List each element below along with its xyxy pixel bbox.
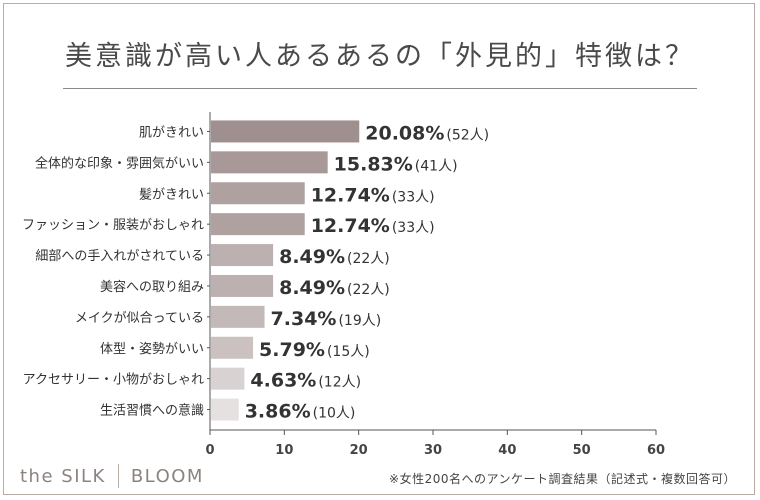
category-label: メイクが似合っている bbox=[75, 311, 204, 326]
count-label: (19人) bbox=[338, 313, 381, 329]
value-label: 12.74% bbox=[311, 215, 390, 237]
category-label: 肌がきれい bbox=[139, 125, 204, 140]
value-label: 8.49% bbox=[279, 277, 345, 299]
value-label: 12.74% bbox=[311, 184, 390, 206]
bar bbox=[211, 182, 305, 205]
data-label: 20.08% (52人) bbox=[365, 122, 489, 144]
value-label: 7.34% bbox=[271, 308, 337, 330]
brand-name-right: BLOOM bbox=[130, 465, 204, 487]
category-label: 細部への手入れがされている bbox=[35, 249, 204, 264]
data-label: 3.86% (10人) bbox=[245, 401, 356, 423]
x-tick-label: 20 bbox=[350, 443, 368, 458]
bar bbox=[211, 151, 328, 174]
brand-logo: the SILK BLOOM bbox=[20, 464, 204, 488]
data-label: 5.79% (15人) bbox=[259, 339, 370, 361]
bar bbox=[211, 120, 360, 143]
bar bbox=[211, 398, 239, 421]
brand-name-left: the SILK bbox=[20, 465, 106, 487]
x-tick-label: 50 bbox=[573, 443, 591, 458]
bar bbox=[211, 336, 254, 359]
value-label: 20.08% bbox=[365, 122, 444, 144]
category-label: 体型・姿勢がいい bbox=[100, 341, 204, 357]
count-label: (12人) bbox=[318, 375, 361, 391]
category-label: アクセサリー・小物がおしゃれ bbox=[23, 373, 204, 388]
x-tick-label: 10 bbox=[275, 443, 293, 458]
x-tick-label: 0 bbox=[205, 443, 214, 458]
bar bbox=[211, 244, 274, 267]
x-tick-label: 40 bbox=[498, 443, 516, 458]
category-label: 全体的な印象・雰囲気がいい bbox=[35, 155, 204, 171]
data-label: 8.49% (22人) bbox=[279, 246, 390, 268]
count-label: (33人) bbox=[392, 220, 435, 236]
value-label: 8.49% bbox=[279, 246, 345, 268]
bar bbox=[211, 213, 305, 236]
brand-separator bbox=[117, 464, 119, 488]
title-divider bbox=[63, 88, 697, 89]
bar bbox=[211, 274, 274, 297]
value-label: 5.79% bbox=[259, 339, 325, 361]
count-label: (41人) bbox=[415, 158, 458, 174]
bar bbox=[211, 367, 245, 390]
x-tick-label: 30 bbox=[424, 443, 442, 458]
x-tick-label: 60 bbox=[647, 443, 665, 458]
survey-note: ※女性200名へのアンケート調査結果（記述式・複数回答可） bbox=[389, 472, 736, 486]
data-label: 12.74% (33人) bbox=[311, 215, 435, 237]
count-label: (22人) bbox=[347, 251, 390, 267]
count-label: (33人) bbox=[392, 189, 435, 205]
category-label: 美容への取り組み bbox=[100, 279, 204, 295]
chart-frame bbox=[3, 3, 755, 495]
category-label: 髪がきれい bbox=[139, 187, 204, 202]
count-label: (15人) bbox=[327, 344, 370, 360]
data-label: 8.49% (22人) bbox=[279, 277, 390, 299]
category-label: 生活習慣への意識 bbox=[100, 403, 204, 419]
category-label: ファッション・服装がおしゃれ bbox=[22, 218, 204, 233]
data-label: 4.63% (12人) bbox=[250, 370, 361, 392]
value-label: 4.63% bbox=[250, 370, 316, 392]
count-label: (22人) bbox=[347, 282, 390, 298]
chart-title: 美意識が高い人あるあるの「外見的」特徴は？ bbox=[65, 41, 695, 72]
count-label: (10人) bbox=[313, 406, 356, 422]
data-label: 12.74% (33人) bbox=[311, 184, 435, 206]
data-label: 7.34% (19人) bbox=[271, 308, 382, 330]
data-label: 15.83% (41人) bbox=[334, 153, 458, 175]
value-label: 3.86% bbox=[245, 401, 311, 423]
value-label: 15.83% bbox=[334, 153, 413, 175]
count-label: (52人) bbox=[446, 127, 489, 143]
bar bbox=[211, 305, 265, 328]
